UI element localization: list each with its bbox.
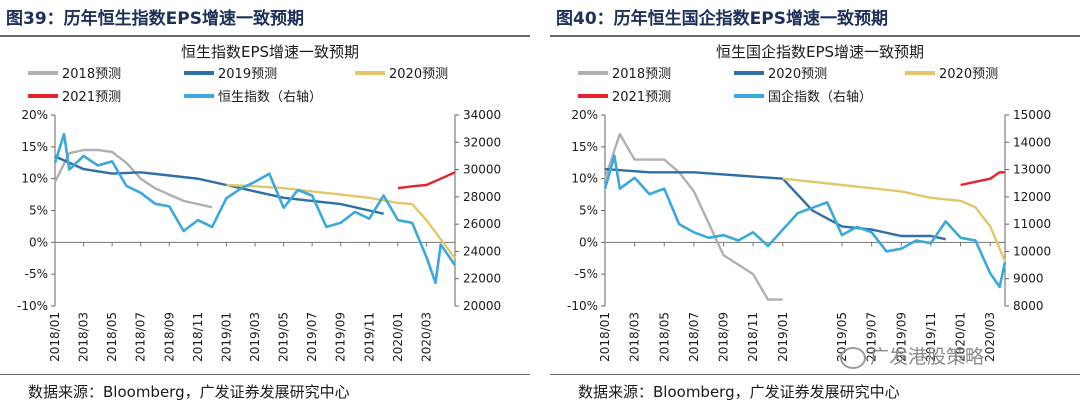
y-left-tick-label: 20%: [571, 108, 598, 122]
y-right-tick-label: 10000: [1013, 244, 1051, 258]
legend-label: 2018预测: [62, 67, 121, 82]
watermark: 广发港股策略: [840, 342, 984, 369]
x-tick-label: 2018/01: [48, 312, 62, 362]
series-line: [603, 154, 1007, 289]
x-tick-label: 2018/05: [657, 312, 671, 362]
legend-label: 国企指数（右轴）: [768, 89, 872, 105]
y-right-tick-label: 32000: [463, 135, 501, 149]
y-right-tick-label: 8000: [1013, 299, 1044, 313]
series-line: [960, 171, 1005, 187]
title-rule: [0, 35, 530, 37]
x-tick-label: 2019/05: [277, 312, 291, 362]
y-left-tick-label: 10%: [21, 172, 48, 186]
legend-label: 恒生指数（右轴）: [218, 90, 322, 105]
y-left-tick-label: 5%: [579, 204, 598, 218]
figure-40-panel: 图40：历年恒生国企指数EPS增速一致预期 恒生国企指数EPS增速一致预期 201…: [550, 0, 1080, 408]
y-left-tick-label: -10%: [567, 299, 598, 313]
legend-label: 2020预测: [939, 67, 998, 82]
y-right-tick-label: 14000: [1013, 135, 1051, 149]
y-right-tick-label: 11000: [1013, 217, 1051, 231]
y-right-tick-label: 13000: [1013, 163, 1051, 177]
figure-39-title: 图39：历年恒生指数EPS增速一致预期: [6, 9, 304, 29]
y-right-tick-label: 20000: [463, 299, 501, 313]
x-tick-label: 2019/11: [924, 312, 938, 362]
series-line: [53, 148, 213, 209]
series-line: [603, 132, 783, 301]
y-right-tick-label: 15000: [1013, 108, 1051, 122]
y-left-tick-label: -5%: [25, 267, 48, 281]
series-line: [397, 171, 456, 190]
y-right-tick-label: 28000: [463, 190, 501, 204]
y-left-tick-label: 15%: [571, 140, 598, 154]
x-tick-label: 2020/01: [391, 312, 405, 362]
y-left-tick-label: 20%: [21, 108, 48, 122]
y-right-tick-label: 24000: [463, 244, 501, 258]
x-tick-label: 2018/11: [746, 312, 760, 362]
x-tick-label: 2020/01: [954, 312, 968, 362]
y-right-tick-label: 26000: [463, 217, 501, 231]
y-left-tick-label: 15%: [21, 140, 48, 154]
figure-39-panel: 图39：历年恒生指数EPS增速一致预期 恒生指数EPS增速一致预期 2018预测 2…: [0, 0, 530, 408]
bottom-rule: [550, 374, 1080, 375]
hsi-eps-chart: 恒生指数EPS增速一致预期 2018预测 2019预测 2020预测 2021预测 恒生指…: [17, 43, 501, 362]
title-rule: [550, 35, 1080, 37]
x-tick-label: 2018/07: [687, 312, 701, 362]
figure-40-title: 图40：历年恒生国企指数EPS增速一致预期: [556, 9, 888, 29]
hscei-eps-chart: 恒生国企指数EPS增速一致预期 2018预测 2020预测 2020预测 2021预测 国…: [567, 43, 1051, 362]
y-right-tick-label: 9000: [1013, 272, 1044, 286]
y-right-tick-label: 22000: [463, 272, 501, 286]
x-tick-label: 2019/01: [219, 312, 233, 362]
y-left-tick-label: -10%: [17, 299, 48, 313]
y-right-tick-label: 30000: [463, 163, 501, 177]
x-tick-label: 2019/01: [776, 312, 790, 362]
legend-label: 2021预测: [612, 90, 671, 105]
x-tick-label: 2018/03: [77, 312, 91, 362]
x-tick-label: 2018/05: [105, 312, 119, 362]
y-left-tick-label: 10%: [571, 172, 598, 186]
x-tick-label: 2019/09: [894, 312, 908, 362]
x-tick-label: 2018/03: [628, 312, 642, 362]
legend-label: 2019预测: [218, 67, 277, 82]
legend-label: 2021预测: [62, 90, 121, 105]
x-tick-label: 2018/09: [717, 312, 731, 362]
legend-label: 2018预测: [612, 67, 671, 82]
source-note: 数据来源：Bloomberg，广发证券发展研究中心: [578, 383, 900, 401]
y-left-tick-label: 0%: [29, 235, 48, 249]
x-tick-label: 2020/03: [983, 312, 997, 362]
y-left-tick-label: 0%: [579, 235, 598, 249]
x-tick-label: 2019/07: [865, 312, 879, 362]
y-left-tick-label: 5%: [29, 204, 48, 218]
source-note: 数据来源：Bloomberg，广发证券发展研究中心: [28, 383, 350, 401]
x-tick-label: 2019/07: [305, 312, 319, 362]
y-right-tick-label: 34000: [463, 108, 501, 122]
x-tick-label: 2018/01: [598, 312, 612, 362]
series-line: [604, 167, 946, 241]
y-right-tick-label: 12000: [1013, 190, 1051, 204]
legend-label: 2020预测: [768, 67, 827, 82]
x-tick-label: 2018/09: [162, 312, 176, 362]
x-tick-label: 2019/09: [334, 312, 348, 362]
wechat-icon: [840, 346, 866, 369]
x-tick-label: 2019/03: [248, 312, 262, 362]
x-tick-label: 2018/07: [134, 312, 148, 362]
bottom-rule: [0, 374, 530, 375]
series-line: [53, 132, 457, 285]
watermark-label: 广发港股策略: [870, 346, 985, 368]
chart-title: 恒生指数EPS增速一致预期: [181, 43, 359, 61]
x-tick-label: 2018/11: [191, 312, 205, 362]
legend-label: 2020预测: [389, 67, 448, 82]
x-tick-label: 2019/11: [362, 312, 376, 362]
chart-title: 恒生国企指数EPS增速一致预期: [716, 43, 924, 61]
x-tick-label: 2020/03: [419, 312, 433, 362]
y-left-tick-label: -5%: [575, 267, 598, 281]
series-line: [782, 177, 1007, 262]
